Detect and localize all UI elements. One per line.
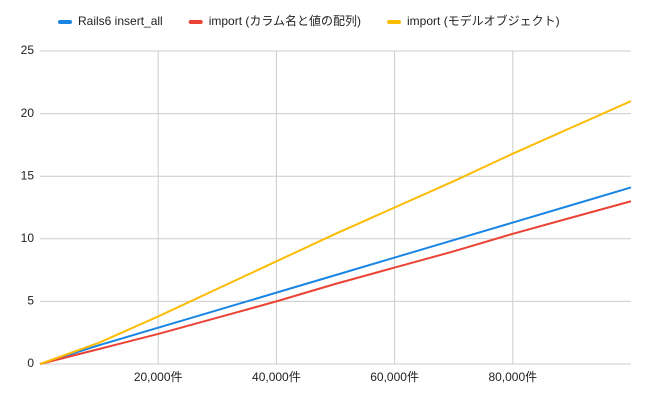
line-series <box>39 100 632 365</box>
x-tick-label: 40,000件 <box>252 370 301 384</box>
y-tick-label: 0 <box>27 356 34 370</box>
legend-swatch <box>188 20 203 24</box>
x-tick-label: 80,000件 <box>488 370 537 384</box>
y-tick-label: 5 <box>27 294 34 308</box>
x-tick-label: 60,000件 <box>370 370 419 384</box>
y-tick-label: 15 <box>21 168 35 182</box>
legend-label: import (モデルオブジェクト) <box>407 13 560 28</box>
legend-label: Rails6 insert_all <box>78 14 163 28</box>
x-tick-label: 20,000件 <box>134 370 183 384</box>
line-series <box>39 186 632 365</box>
y-tick-label: 10 <box>21 231 35 245</box>
y-tick-label: 20 <box>21 106 35 120</box>
legend-label: import (カラム名と値の配列) <box>209 13 361 28</box>
legend-swatch <box>58 20 72 24</box>
y-tick-label: 25 <box>21 43 35 57</box>
line-series <box>39 200 632 365</box>
legend-swatch <box>387 20 402 24</box>
